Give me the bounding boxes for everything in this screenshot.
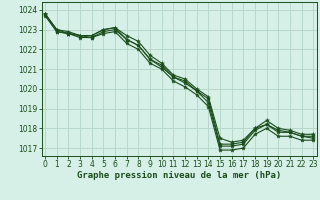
X-axis label: Graphe pression niveau de la mer (hPa): Graphe pression niveau de la mer (hPa) (77, 171, 281, 180)
